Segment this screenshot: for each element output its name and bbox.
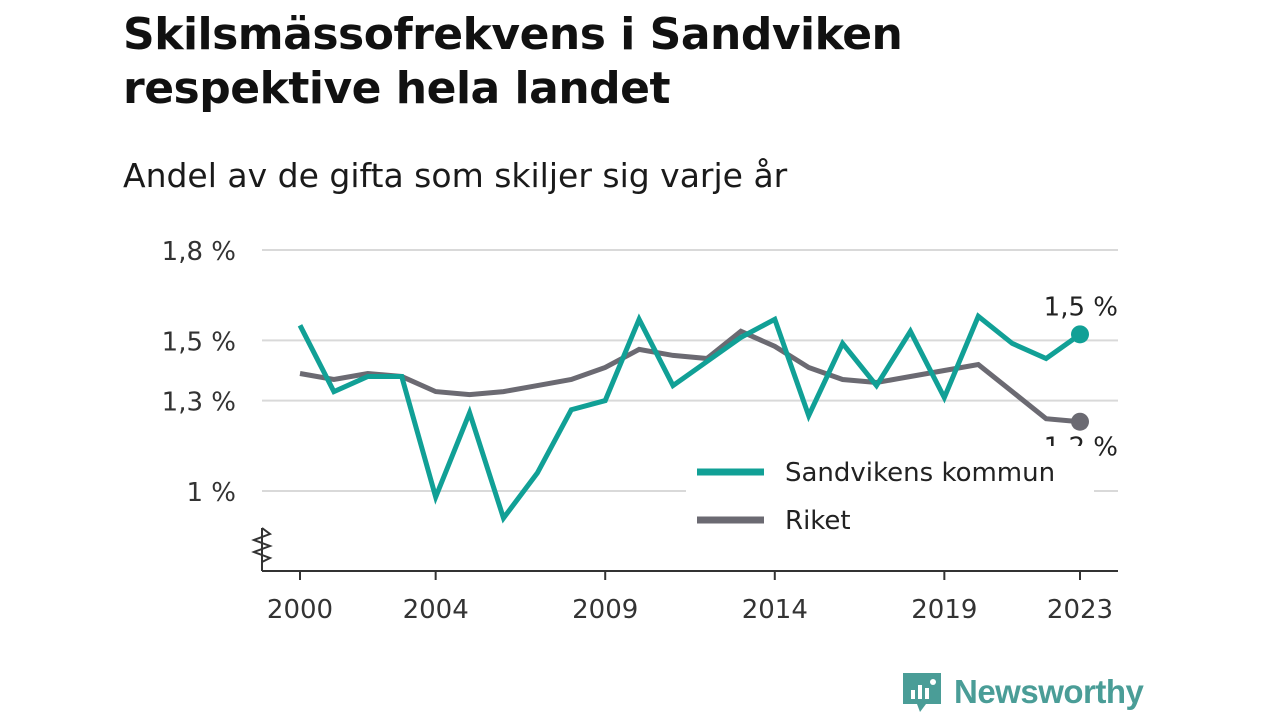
x-tick-label: 2023 [1047, 595, 1113, 625]
end-labels: 1,5 %1,2 % [1044, 292, 1118, 462]
y-tick-label: 1 % [186, 478, 236, 508]
legend-label: Riket [785, 506, 851, 536]
x-tick-label: 2004 [403, 595, 469, 625]
series-line-riket [299, 328, 1081, 425]
chart-title-line-1: Skilsmässofrekvens i Sandviken [123, 9, 903, 60]
legend-box [686, 446, 1094, 546]
end-label-sandviken: 1,5 % [1044, 292, 1118, 322]
y-tick-label: 1,5 % [162, 327, 236, 357]
y-tick-label: 1,3 % [162, 388, 236, 418]
brand-name: Newsworthy [954, 673, 1144, 710]
legend-label: Sandvikens kommun [785, 458, 1055, 488]
x-tick-label: 2019 [911, 595, 977, 625]
series-lines [297, 312, 1089, 524]
x-tick-label: 2014 [742, 595, 808, 625]
series-line-sandvikens-kommun [297, 312, 1082, 524]
y-tick-label: 1,8 % [162, 237, 236, 267]
axis-break-mark [251, 527, 273, 563]
x-tick-label: 2000 [267, 595, 333, 625]
newsworthy-logo-icon [903, 673, 941, 712]
end-marker [1071, 412, 1089, 431]
chart-title-line-2: respektive hela landet [123, 63, 671, 114]
chart-subtitle: Andel av de gifta som skiljer sig varje … [123, 156, 788, 195]
chart-title: Skilsmässofrekvens i Sandviken respektiv… [123, 8, 1223, 116]
legend: Sandvikens kommun Riket [686, 446, 1094, 546]
end-marker [1071, 325, 1089, 344]
brand-logo: Newsworthy [900, 670, 1144, 714]
axes: 1 % 1,3 % 1,5 % 1,8 % 2000 2004 2009 2014 2019 20… [162, 237, 1118, 625]
x-tick-label: 2009 [572, 595, 638, 625]
